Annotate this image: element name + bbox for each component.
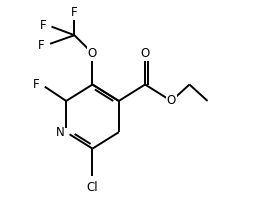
Text: Cl: Cl xyxy=(87,182,98,194)
Text: F: F xyxy=(40,19,46,32)
Text: F: F xyxy=(38,39,45,51)
Text: F: F xyxy=(33,78,40,91)
Text: O: O xyxy=(140,47,150,60)
Text: O: O xyxy=(167,94,176,108)
Text: N: N xyxy=(56,126,65,139)
Text: F: F xyxy=(71,6,78,19)
Text: O: O xyxy=(88,47,97,60)
